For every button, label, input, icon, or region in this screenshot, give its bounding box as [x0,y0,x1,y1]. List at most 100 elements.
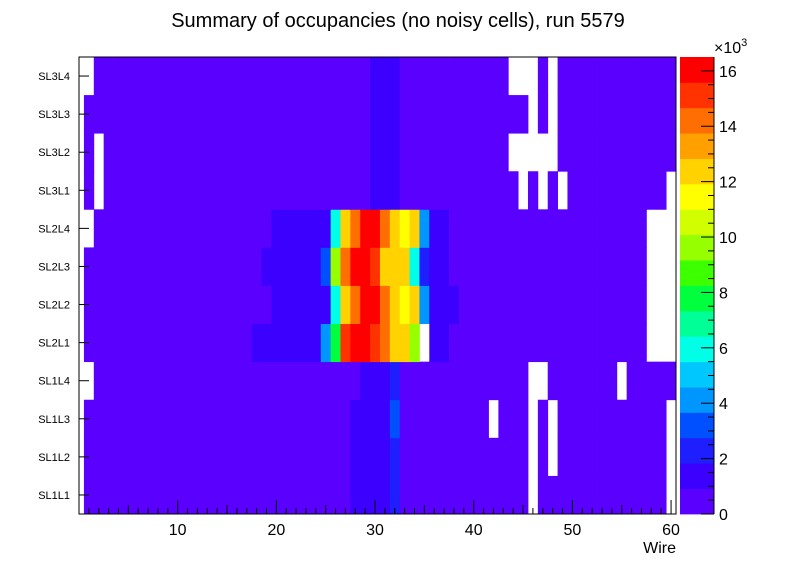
heatmap-cell-sl2l1-w16 [231,323,243,363]
heatmap-cell-sl1l3-w32 [389,399,401,439]
heatmap-cell-sl3l2-w25 [320,133,332,172]
heatmap-cell-sl2l4-w36 [429,209,440,248]
heatmap-cell-sl3l3-w52 [587,95,598,134]
heatmap-cell-sl2l1-w6 [133,323,144,363]
heatmap-cell-sl1l2-w30 [370,437,381,477]
heatmap-cell-sl1l2-w13 [202,437,213,477]
heatmap-cell-sl3l3-w34 [409,95,420,134]
heatmap-cell-sl1l2-w4 [113,437,124,477]
heatmap-cell-sl2l4-w17 [241,209,253,248]
heatmap-cell-sl2l3-w45 [518,247,529,286]
heatmap-cell-sl1l1-w35 [419,475,430,515]
heatmap-cell-sl1l3-w15 [222,399,233,439]
heatmap-cell-sl2l2-w30 [370,285,381,324]
heatmap-cell-sl2l3-w3 [103,247,114,286]
z-tick-label: 10 [719,230,737,247]
heatmap-cell-sl3l4-w31 [379,57,391,96]
heatmap-cell-sl3l4-w24 [310,57,322,96]
z-tick-label: 8 [719,285,728,302]
heatmap-cell-sl1l3-w3 [103,399,114,439]
heatmap-cell-sl2l4-w37 [439,209,450,248]
heatmap-cell-sl2l3-w36 [429,247,440,286]
color-scale-exponent-power: 3 [741,37,747,49]
heatmap-cell-sl1l3-w10 [172,399,184,439]
heatmap-cell-sl3l3-w41 [478,95,489,134]
heatmap-cell-sl3l2-w11 [182,133,193,172]
heatmap-cell-sl2l2-w36 [429,285,440,324]
heatmap-cell-sl3l3-w55 [616,95,628,134]
heatmap-cell-sl1l2-w54 [606,437,618,477]
heatmap-cell-sl2l4-w57 [636,209,647,248]
heatmap-cell-sl3l4-w5 [123,57,134,96]
heatmap-cell-sl1l3-w23 [301,399,312,439]
heatmap-cell-sl3l1-w33 [399,171,410,210]
heatmap-cell-sl2l1-w30 [370,323,381,363]
heatmap-cell-sl1l4-w2 [93,361,105,401]
heatmap-cell-sl1l1-w51 [577,475,588,515]
heatmap-cell-sl2l3-w8 [153,247,164,286]
heatmap-cell-sl2l2-w49 [557,285,568,324]
heatmap-cell-sl2l4-w21 [281,209,292,248]
heatmap-cell-sl2l2-w54 [606,285,618,324]
heatmap-cell-sl2l3-w16 [231,247,243,286]
heatmap-cell-sl2l4-w4 [113,209,124,248]
heatmap-cell-sl2l2-w1 [83,285,95,324]
heatmap-cell-sl3l1-w19 [261,171,272,210]
heatmap-cell-sl2l3-w25 [320,247,332,286]
heatmap-cell-sl3l1-w37 [439,171,450,210]
heatmap-cell-sl2l4-w27 [340,209,351,248]
heatmap-cell-sl3l3-w6 [133,95,144,134]
heatmap-cell-sl3l1-w20 [271,171,282,210]
heatmap-cell-sl3l4-w14 [212,57,223,96]
heatmap-cell-sl3l2-w17 [241,133,253,172]
heatmap-cell-sl3l3-w53 [597,95,608,134]
heatmap-cell-sl2l2-w27 [340,285,351,324]
heatmap-cell-sl3l4-w53 [597,57,608,96]
x-tick-label: 20 [267,522,285,539]
heatmap-cell-sl1l4-w53 [597,361,608,401]
color-scale-band [680,82,714,109]
heatmap-cell-sl2l2-w56 [626,285,637,324]
heatmap-cell-sl1l4-w14 [212,361,223,401]
heatmap-cell-sl3l4-w15 [222,57,233,96]
heatmap-cell-sl3l1-w34 [409,171,420,210]
heatmap-cell-sl2l1-w39 [458,323,470,363]
heatmap-cell-sl2l1-w51 [577,323,588,363]
heatmap-cell-sl1l4-w49 [557,361,568,401]
heatmap-cell-sl2l4-w56 [626,209,637,248]
heatmap-cell-sl2l2-w12 [192,285,203,324]
color-scale-band [680,158,714,185]
heatmap-cell-sl2l3-w28 [350,247,361,286]
heatmap-cell-sl3l3-w35 [419,95,430,134]
heatmap-cell-sl2l1-w40 [468,323,480,363]
heatmap-cell-sl2l2-w41 [478,285,489,324]
heatmap-cell-sl3l2-w29 [360,133,371,172]
heatmap-cell-sl1l1-w37 [439,475,450,515]
heatmap-cell-sl3l4-w18 [251,57,262,96]
heatmap-cell-sl1l1-w28 [350,475,361,515]
heatmap-cell-sl2l1-w33 [399,323,410,363]
heatmap-cell-sl1l2-w22 [291,437,302,477]
heatmap-cell-sl3l2-w16 [231,133,243,172]
heatmap-cell-sl3l3-w8 [153,95,164,134]
heatmap-cell-sl1l2-w36 [429,437,440,477]
heatmap-cell-sl2l3-w48 [547,247,558,286]
heatmap-cell-sl3l3-w9 [162,95,174,134]
heatmap-cell-sl3l2-w35 [419,133,430,172]
heatmap-cell-sl3l1-w43 [498,171,509,210]
heatmap-cell-sl2l3-w40 [468,247,480,286]
heatmap-cell-sl3l1-w25 [320,171,332,210]
heatmap-cell-sl3l2-w27 [340,133,351,172]
heatmap-cell-sl2l2-w40 [468,285,480,324]
heatmap-cell-sl3l3-w60 [666,95,677,134]
heatmap-cell-sl2l3-w43 [498,247,509,286]
heatmap-cell-sl3l1-w44 [508,171,519,210]
heatmap-cell-sl3l3-w31 [379,95,391,134]
heatmap-cell-sl2l4-w53 [597,209,608,248]
heatmap-cell-sl1l2-w29 [360,437,371,477]
heatmap-cell-sl1l4-w50 [567,361,578,401]
heatmap-cell-sl1l3-w7 [143,399,154,439]
color-scale-band [680,107,714,134]
heatmap-cell-sl1l3-w20 [271,399,282,439]
heatmap-cell-sl1l3-w38 [449,399,460,439]
